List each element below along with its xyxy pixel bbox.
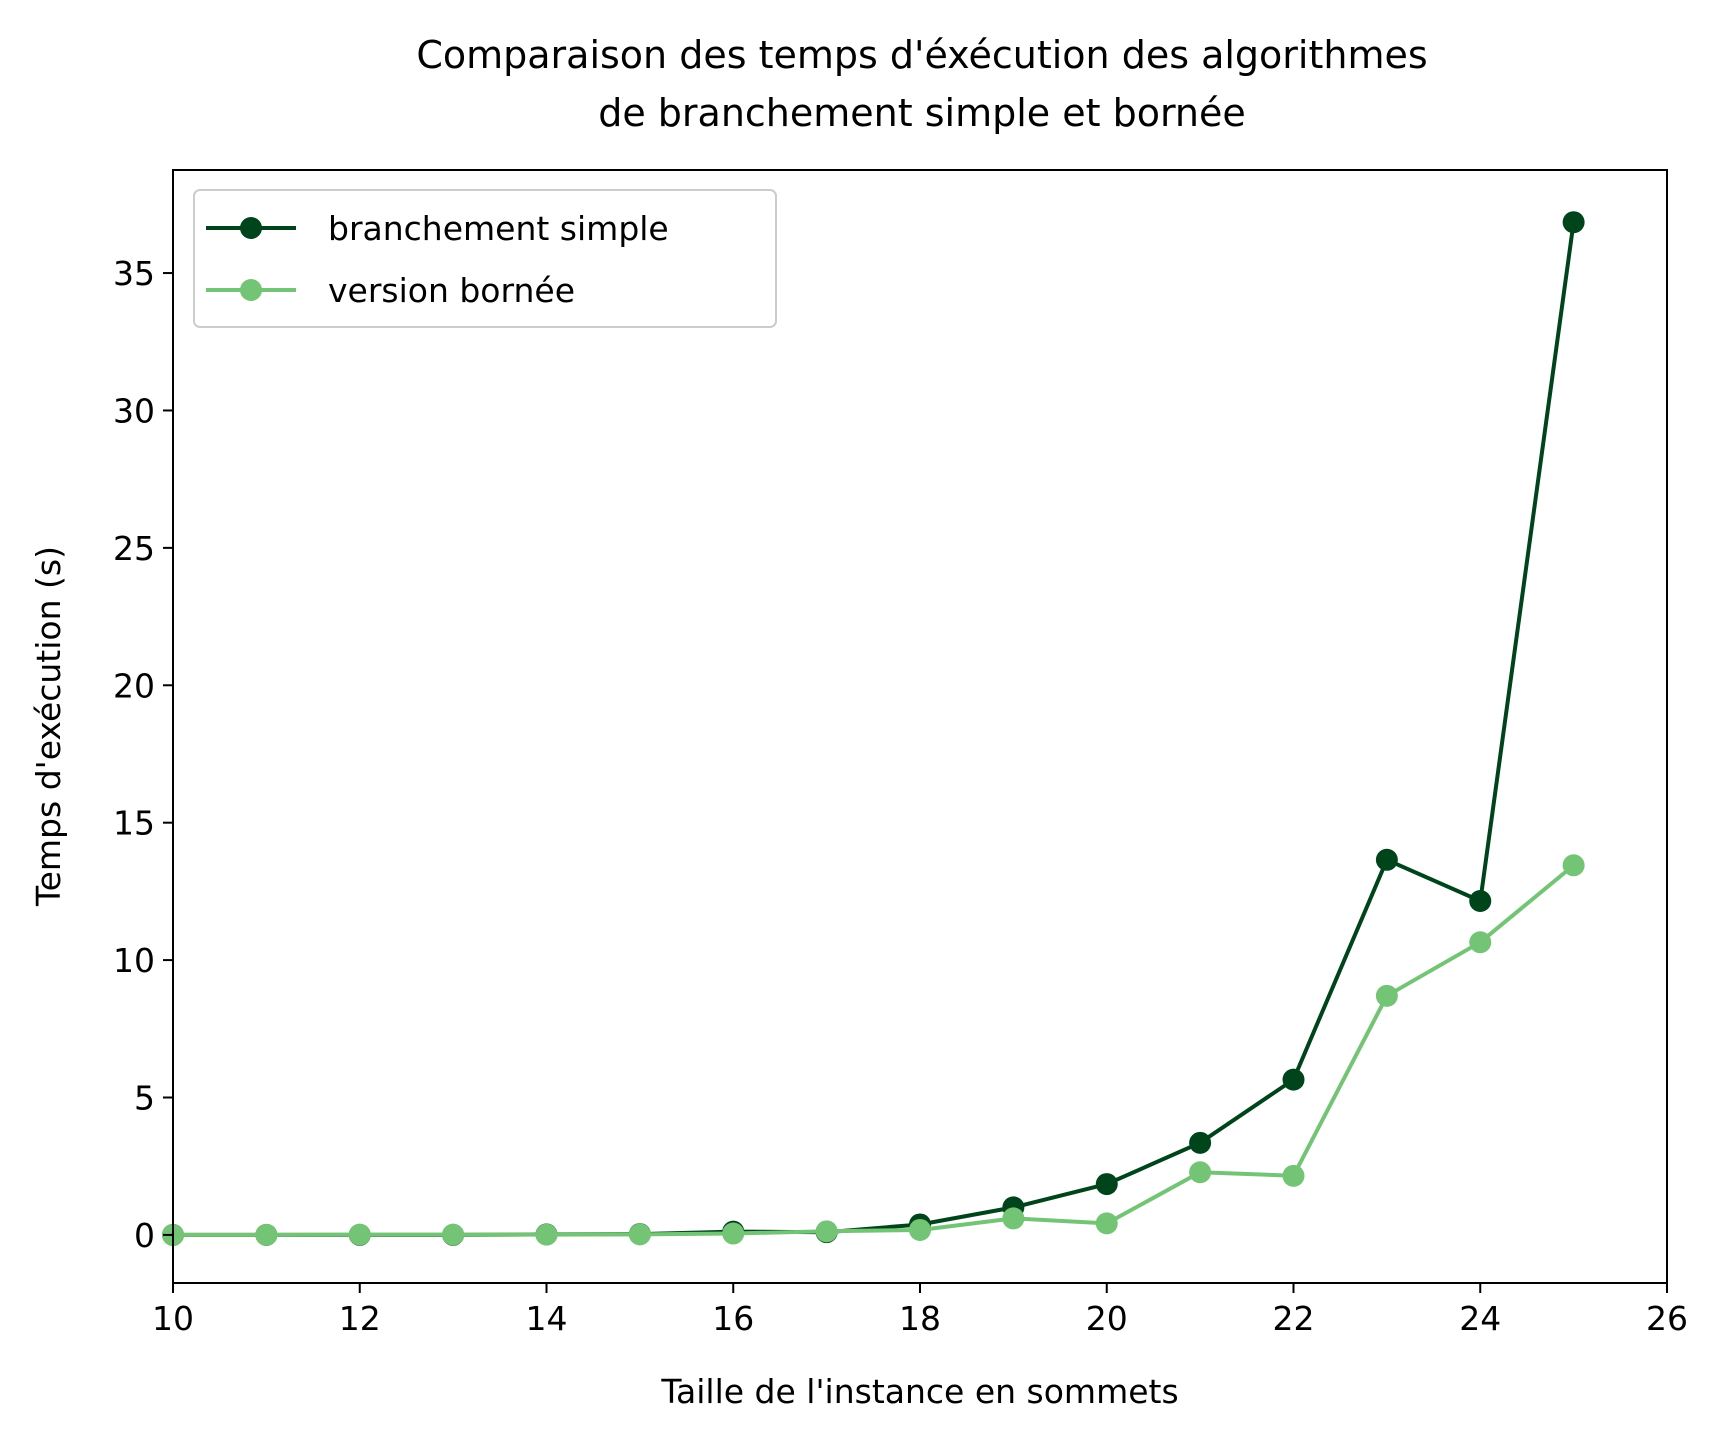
data-point-branchement-simple	[1375, 848, 1398, 871]
data-point-version-bornee	[1282, 1164, 1305, 1187]
legend-label-branchement-simple: branchement simple	[328, 209, 669, 248]
y-tick-label: 15	[113, 804, 155, 843]
y-tick-label: 0	[134, 1216, 155, 1255]
data-point-version-bornee	[1189, 1161, 1212, 1184]
chart-title-line-2: de branchement simple et bornée	[598, 91, 1246, 135]
x-axis-label: Taille de l'instance en sommets	[660, 1372, 1178, 1411]
chart-title-line-1: Comparaison des temps d'éxécution des al…	[416, 33, 1427, 77]
y-tick-label: 5	[134, 1079, 155, 1118]
legend-marker-version-bornee	[240, 279, 262, 301]
legend-label-version-bornee: version bornée	[328, 271, 575, 310]
legend: branchement simple version bornée	[193, 189, 777, 328]
data-point-branchement-simple	[1095, 1173, 1118, 1196]
series-line-version-bornee	[173, 863, 1575, 1237]
plot-series	[162, 211, 1585, 1246]
legend-box	[193, 189, 777, 328]
data-point-version-bornee	[815, 1220, 838, 1243]
data-point-version-bornee	[1095, 1212, 1118, 1235]
y-tick-label: 35	[113, 254, 155, 293]
x-tick-label: 12	[339, 1299, 381, 1338]
y-tick-label: 25	[113, 529, 155, 568]
data-point-version-bornee	[722, 1222, 745, 1245]
data-point-version-bornee	[442, 1223, 465, 1246]
y-tick-label: 20	[113, 666, 155, 705]
plot-area-frame	[172, 169, 1668, 1284]
data-point-version-bornee	[1469, 931, 1492, 954]
y-tick-label: 30	[113, 391, 155, 430]
data-point-version-bornee	[909, 1218, 931, 1241]
data-point-version-bornee	[255, 1223, 278, 1246]
data-point-branchement-simple	[1562, 211, 1585, 234]
legend-marker-branchement-simple	[240, 217, 262, 239]
y-tick-label: 10	[113, 941, 155, 980]
data-point-branchement-simple	[1469, 890, 1492, 913]
data-point-version-bornee	[628, 1223, 651, 1246]
x-tick-label: 16	[712, 1299, 754, 1338]
data-point-branchement-simple	[1282, 1068, 1305, 1091]
x-tick-label: 20	[1086, 1299, 1128, 1338]
data-point-version-bornee	[348, 1223, 371, 1246]
x-tick-label: 14	[526, 1299, 568, 1338]
data-point-version-bornee	[1375, 984, 1398, 1007]
x-tick-label: 10	[152, 1299, 194, 1338]
data-point-version-bornee	[1002, 1207, 1025, 1230]
data-point-version-bornee	[1562, 854, 1585, 877]
x-tick-label: 18	[899, 1299, 941, 1338]
data-point-branchement-simple	[1189, 1131, 1212, 1154]
y-axis-ticks: 0 5 10 15 20 25 30 35	[113, 254, 173, 1255]
x-tick-label: 22	[1273, 1299, 1315, 1338]
x-axis-ticks: 10 12 14 16 18 20 22 24 26	[152, 1283, 1688, 1338]
y-axis-label: Temps d'exécution (s)	[29, 546, 68, 907]
data-point-version-bornee	[535, 1223, 558, 1246]
x-tick-label: 26	[1646, 1299, 1688, 1338]
x-tick-label: 24	[1459, 1299, 1501, 1338]
